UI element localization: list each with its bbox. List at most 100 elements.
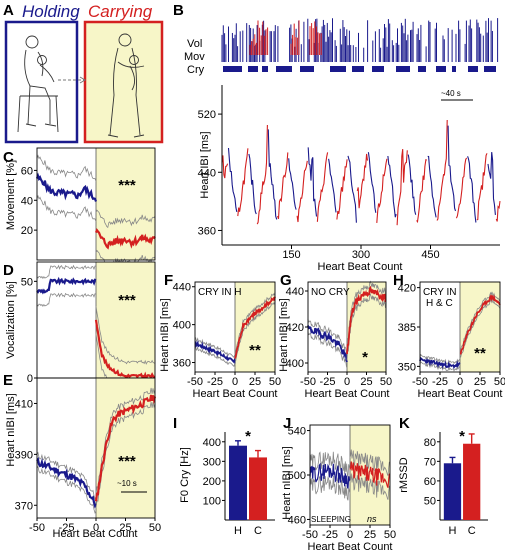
cry-bar-row: [223, 66, 496, 72]
b-ticks: 360 440 520 150 300 450: [198, 109, 440, 261]
x-tick-label: -50: [29, 522, 45, 534]
bar-holding: [443, 463, 462, 520]
x-tick-label: -25: [432, 376, 448, 388]
panel-c: C Movement [%] 20 40 60 ***: [3, 147, 156, 269]
panel-f: F Heart nIBI [ms] 360 400 440 -50 -25 0 25 50 **…: [159, 272, 281, 400]
cry-bar: [452, 66, 456, 72]
x-tick-label: 50: [380, 376, 392, 388]
series-carrying-line: [94, 228, 156, 250]
bar-holding: [229, 445, 247, 520]
x-tick-label: -50: [300, 376, 316, 388]
sem-lower-line: [346, 293, 387, 361]
panel-letter-g: G: [280, 272, 292, 289]
sem-upper-line: [194, 337, 236, 359]
sem-upper-line: [309, 451, 351, 477]
i-y-label: F0 Cry [Hz]: [179, 447, 191, 503]
x-tick-label: 50: [494, 376, 505, 388]
plot-frame: [36, 147, 156, 261]
i-plot: 100 200 300 400 H C *: [203, 428, 275, 537]
x-tick-label: -25: [322, 529, 338, 541]
panel-letter-k: K: [399, 415, 410, 432]
panel-letter-b: B: [173, 2, 184, 19]
significance-stars: *: [245, 428, 251, 445]
sem-lower-line: [36, 194, 97, 222]
x-tick-label: 25: [119, 522, 131, 534]
vocal-movement-raster: [221, 18, 499, 62]
y-tick-label: 420: [398, 283, 416, 295]
significance-stars: ***: [118, 177, 136, 194]
f-condition-label: CRY IN H: [198, 287, 242, 298]
y-tick-label: 80: [424, 437, 436, 449]
y-tick-label: 420: [286, 322, 304, 334]
y-tick-label: 410: [15, 398, 33, 410]
e-time-scale-label: ~10 s: [117, 479, 137, 488]
series-holding-line: [35, 172, 98, 202]
b-x-label: Heart Beat Count: [318, 261, 403, 273]
g-plot: 400 420 440 -50 -25 0 25 50 * Heart Beat Count NO …: [286, 280, 392, 400]
x-tick-label: -25: [59, 522, 75, 534]
bar-carrying: [463, 443, 481, 520]
cry-bar: [372, 66, 384, 72]
y-tick-label: 500: [288, 470, 306, 482]
b-y-label: Heart IBI [ms]: [199, 131, 211, 198]
y-tick-label: 350: [398, 361, 416, 373]
sem-upper-line: [95, 209, 156, 229]
y-tick-label: 440: [286, 286, 304, 298]
y-tick-label: 100: [203, 495, 221, 507]
y-tick-label: 50: [424, 495, 436, 507]
carrying-title: Carrying: [88, 2, 153, 21]
sem-upper-line: [95, 305, 156, 365]
panel-letter-h: H: [393, 272, 404, 289]
x-tick-label: -25: [320, 376, 336, 388]
sem-upper-line: [346, 280, 387, 348]
sem-upper-line: [36, 451, 97, 500]
y-tick-label: 460: [288, 514, 306, 526]
sem-upper-line: [349, 449, 391, 476]
e-y-label: Heart nIBI [ms]: [5, 393, 17, 466]
holding-frame: [4, 20, 79, 144]
x-tick-label: 0: [457, 376, 463, 388]
panel-letter-j: J: [283, 415, 291, 432]
panel-k: K rMSSD 50 60 70 80 H C *: [398, 415, 488, 537]
significance-stars: **: [249, 342, 261, 359]
series-carrying-line: [94, 394, 157, 502]
x-axis-label: Heart Beat Count: [193, 388, 278, 400]
y-tick-label: 50: [21, 276, 33, 288]
significance-stars: ***: [118, 292, 136, 309]
cry-bar: [300, 66, 314, 72]
x-tick-label: 25: [249, 376, 261, 388]
y-tick-label: 60: [21, 165, 33, 177]
sem-upper-line: [36, 154, 97, 182]
y-tick-label: 20: [21, 225, 33, 237]
panel-g: G Heart nIBI [ms] 400 420 440 -50 -25 0 25 50 * H…: [278, 272, 392, 400]
y-tick-label: 60: [424, 476, 436, 488]
panel-letter-d: D: [3, 262, 14, 279]
k-y-label: rMSSD: [398, 457, 410, 493]
cry-bar: [248, 66, 258, 72]
panel-j: J Heart nIBI [ms] 460 500 540 -50 -25 0 25 50He…: [281, 415, 396, 552]
series-carrying-line: [459, 294, 501, 355]
cry-bar: [262, 66, 268, 72]
y-tick-label: 540: [288, 426, 306, 438]
x-tick-label: 50: [384, 529, 396, 541]
significance-stars: *: [459, 428, 465, 445]
bar-carrying: [249, 457, 267, 520]
sem-lower-line: [307, 331, 348, 369]
sem-upper-line: [419, 353, 461, 365]
b-x-tick-label: 150: [282, 249, 300, 261]
sem-lower-line: [419, 361, 461, 372]
panel-letter-a: A: [3, 2, 14, 19]
panel-a: A Holding Carrying: [3, 2, 164, 144]
panel-i: I F0 Cry [Hz] 100 200 300 400 H C *: [173, 415, 275, 537]
x-tick-label: 50: [149, 522, 161, 534]
bar-category-label: C: [254, 525, 262, 537]
bar-category-label: H: [449, 525, 457, 537]
h-plot: 350 385 420 -50 -25 0 25 50 ** Heart Beat Count CR…: [398, 281, 505, 400]
panel-b: B Vol Mov Cry ~40 s Heart IBI [ms] Heart…: [173, 2, 501, 273]
b-y-tick-label: 440: [198, 167, 216, 179]
row-label-mov: Mov: [184, 51, 205, 63]
c-plot: 20 40 60 ***: [21, 147, 156, 269]
panel-d: D Vocalization [%] 0 50 ***: [3, 261, 156, 393]
